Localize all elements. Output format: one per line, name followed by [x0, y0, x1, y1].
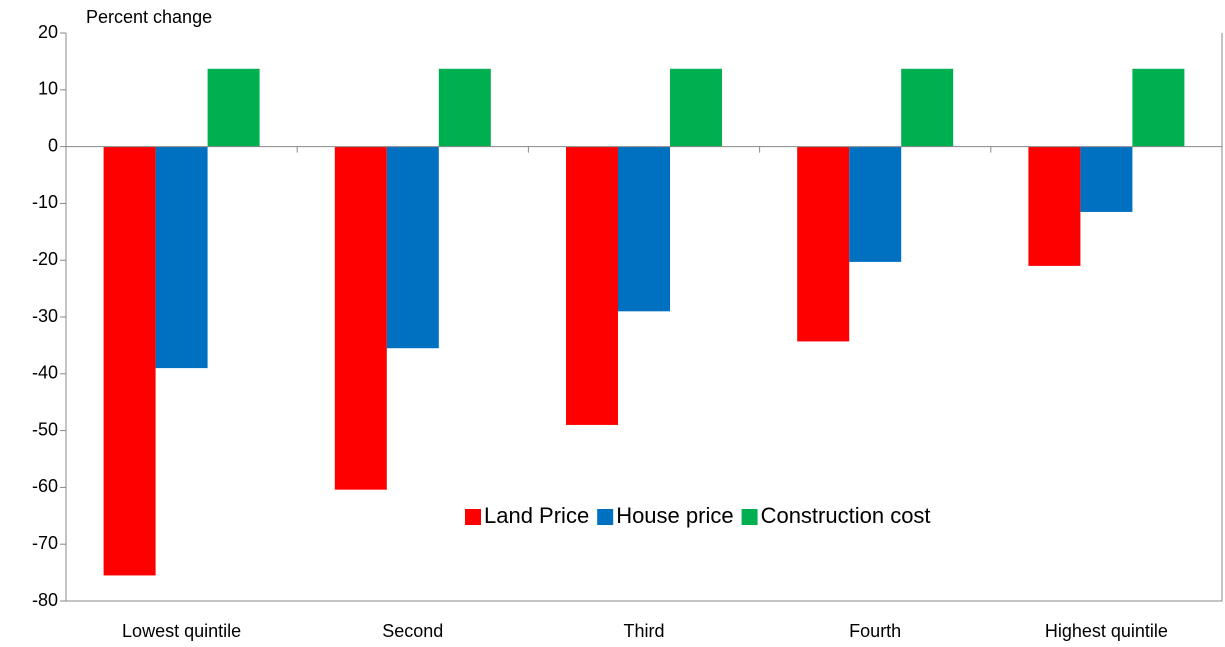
legend-swatch [741, 509, 758, 525]
bar [670, 68, 722, 147]
y-tick-label: -20 [32, 249, 58, 269]
y-axis-label: Percent change [86, 7, 212, 27]
bar [901, 68, 954, 147]
legend: Land Price House price Construction cost [465, 503, 931, 528]
y-tick-label: -10 [32, 192, 58, 212]
bar [618, 146, 670, 312]
bar [103, 146, 156, 576]
bar [1028, 146, 1081, 266]
x-tick-label: Fourth [849, 621, 901, 641]
bar [1132, 68, 1185, 147]
bar [386, 146, 439, 349]
y-tick-label: 0 [48, 135, 58, 155]
bar [1080, 146, 1133, 212]
bar [797, 146, 850, 342]
y-tick-label: -50 [32, 419, 58, 439]
bar [207, 68, 260, 147]
legend-label: House price [616, 503, 733, 528]
y-tick-label: 20 [38, 22, 58, 42]
y-tick-label: -30 [32, 306, 58, 326]
x-tick-label: Lowest quintile [122, 621, 241, 641]
y-tick-label: 10 [38, 79, 58, 99]
bar [566, 146, 618, 425]
bar [849, 146, 902, 262]
y-tick-label: -60 [32, 476, 58, 496]
bar [155, 146, 208, 369]
bar [438, 68, 491, 147]
y-tick-label: -80 [32, 590, 58, 610]
x-tick-label: Highest quintile [1045, 621, 1168, 641]
legend-label: Construction cost [761, 503, 931, 528]
y-tick-label: -40 [32, 363, 58, 383]
y-tick-label: -70 [32, 533, 58, 553]
plot-frame [65, 33, 1223, 602]
bar [334, 146, 387, 490]
x-tick-label: Second [382, 621, 443, 641]
legend-swatch [597, 509, 614, 525]
x-tick-label: Third [623, 621, 664, 641]
legend-swatch [465, 509, 481, 525]
legend-label: Land Price [484, 503, 589, 528]
